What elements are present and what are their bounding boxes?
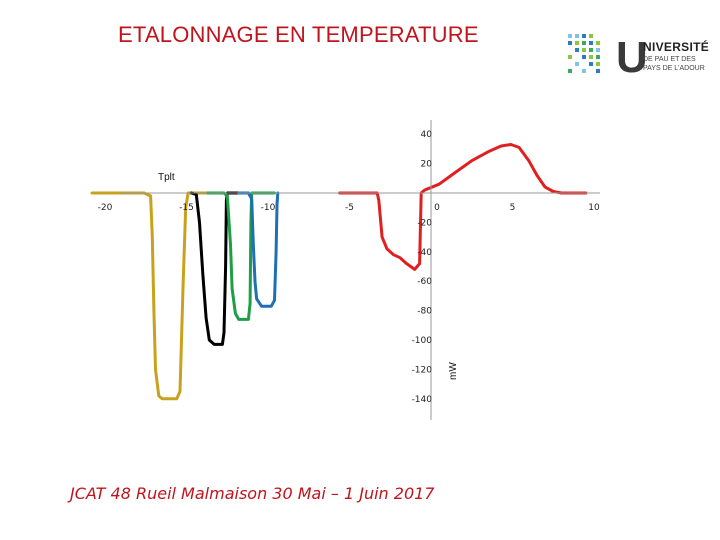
y-tick-label: -40 (417, 248, 432, 258)
x-tick-label: -5 (345, 203, 354, 213)
x-tick-label: -20 (98, 203, 113, 213)
slide-footer: JCAT 48 Rueil Malmaison 30 Mai – 1 Juin … (70, 484, 435, 503)
logo-word: NIVERSITÉ (643, 40, 710, 54)
logo-letter: U (616, 33, 648, 82)
y-tick-label: -120 (412, 365, 433, 375)
y-axis-label: mW (448, 362, 459, 380)
y-tick-label: 40 (421, 130, 433, 140)
x-tick-label: -15 (179, 203, 194, 213)
y-tick-label: -60 (417, 277, 432, 287)
x-tick-label: -10 (261, 203, 276, 213)
series-line (189, 191, 250, 346)
logo-line-1: DE PAU ET DES (643, 56, 696, 63)
x-tick-label: 5 (510, 203, 516, 213)
x-tick-label: 0 (434, 203, 440, 213)
y-tick-label: -100 (412, 336, 433, 346)
series-line (237, 191, 280, 308)
logo-pixel-grid (568, 34, 600, 73)
y-tick-label: -140 (412, 395, 433, 405)
university-logo: U (568, 33, 648, 82)
logo-line-2: PAYS DE L'ADOUR (643, 65, 705, 72)
y-tick-label: -20 (417, 218, 432, 228)
series-line (90, 191, 218, 401)
x-axis-label: Tplt (158, 172, 175, 183)
y-tick-label: 20 (421, 160, 433, 170)
x-tick-label: 10 (588, 203, 600, 213)
series-line (338, 143, 588, 271)
y-tick-label: -80 (417, 307, 432, 317)
slide-title: ETALONNAGE EN TEMPERATURE (118, 22, 479, 47)
